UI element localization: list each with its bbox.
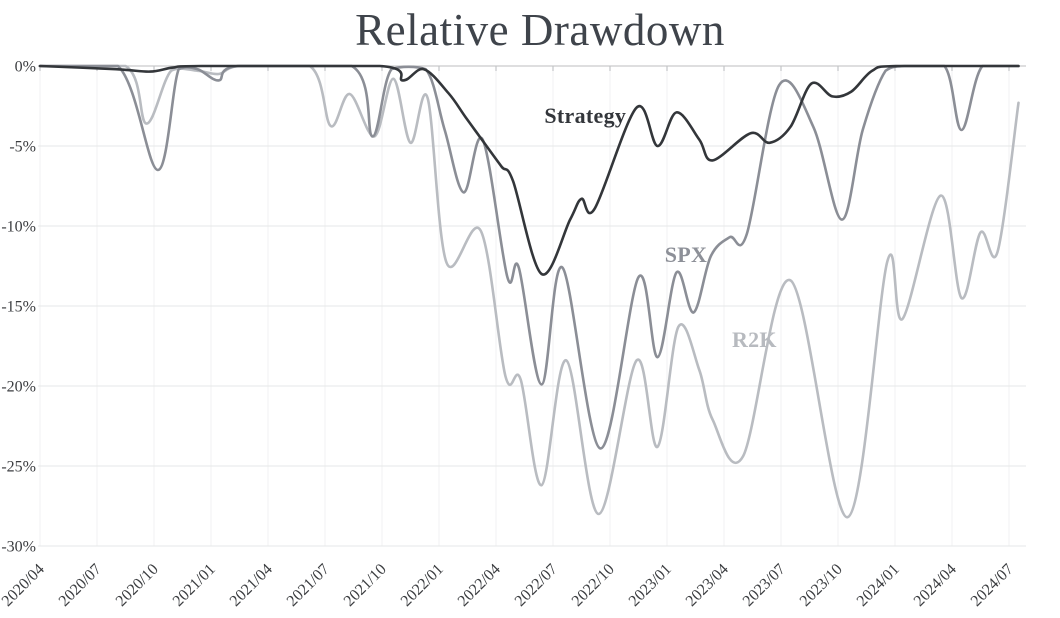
spx-series-label: SPX xyxy=(664,241,708,267)
x-tick-label: 2020/07 xyxy=(56,561,105,610)
x-tick-label: 2020/04 xyxy=(0,561,48,610)
x-tick-label: 2023/01 xyxy=(626,561,675,610)
y-tick-label: 0% xyxy=(15,59,36,76)
x-tick-label: 2024/04 xyxy=(911,561,960,610)
y-tick-label: -5% xyxy=(9,139,36,156)
x-tick-label: 2022/04 xyxy=(455,561,504,610)
y-tick-label: -10% xyxy=(1,219,36,236)
x-tick-label: 2021/01 xyxy=(170,561,219,610)
y-tick-label: -25% xyxy=(1,459,36,476)
x-tick-label: 2023/07 xyxy=(740,561,789,610)
strategy-series-label: Strategy xyxy=(544,102,627,128)
x-tick-label: 2022/10 xyxy=(569,561,618,610)
x-tick-label: 2024/01 xyxy=(854,561,903,610)
x-tick-label: 2022/01 xyxy=(398,561,447,610)
series-path-strategy xyxy=(38,64,1020,276)
y-tick-label: -30% xyxy=(1,539,36,556)
y-tick-label: -15% xyxy=(1,299,36,316)
chart-title: Relative Drawdown xyxy=(355,5,725,55)
x-tick-label: 2022/07 xyxy=(512,561,561,610)
x-tick-label: 2020/10 xyxy=(113,561,162,610)
x-tick-label: 2023/10 xyxy=(797,561,846,610)
x-tick-label: 2023/04 xyxy=(683,561,732,610)
x-tick-label: 2021/07 xyxy=(284,561,333,610)
x-tick-label: 2021/10 xyxy=(341,561,390,610)
x-tick-label: 2024/07 xyxy=(968,561,1017,610)
y-tick-label: -20% xyxy=(1,379,36,396)
x-tick-label: 2021/04 xyxy=(227,561,276,610)
series-path-r2k xyxy=(38,64,1020,519)
r2k-series-label: R2K xyxy=(731,326,777,352)
